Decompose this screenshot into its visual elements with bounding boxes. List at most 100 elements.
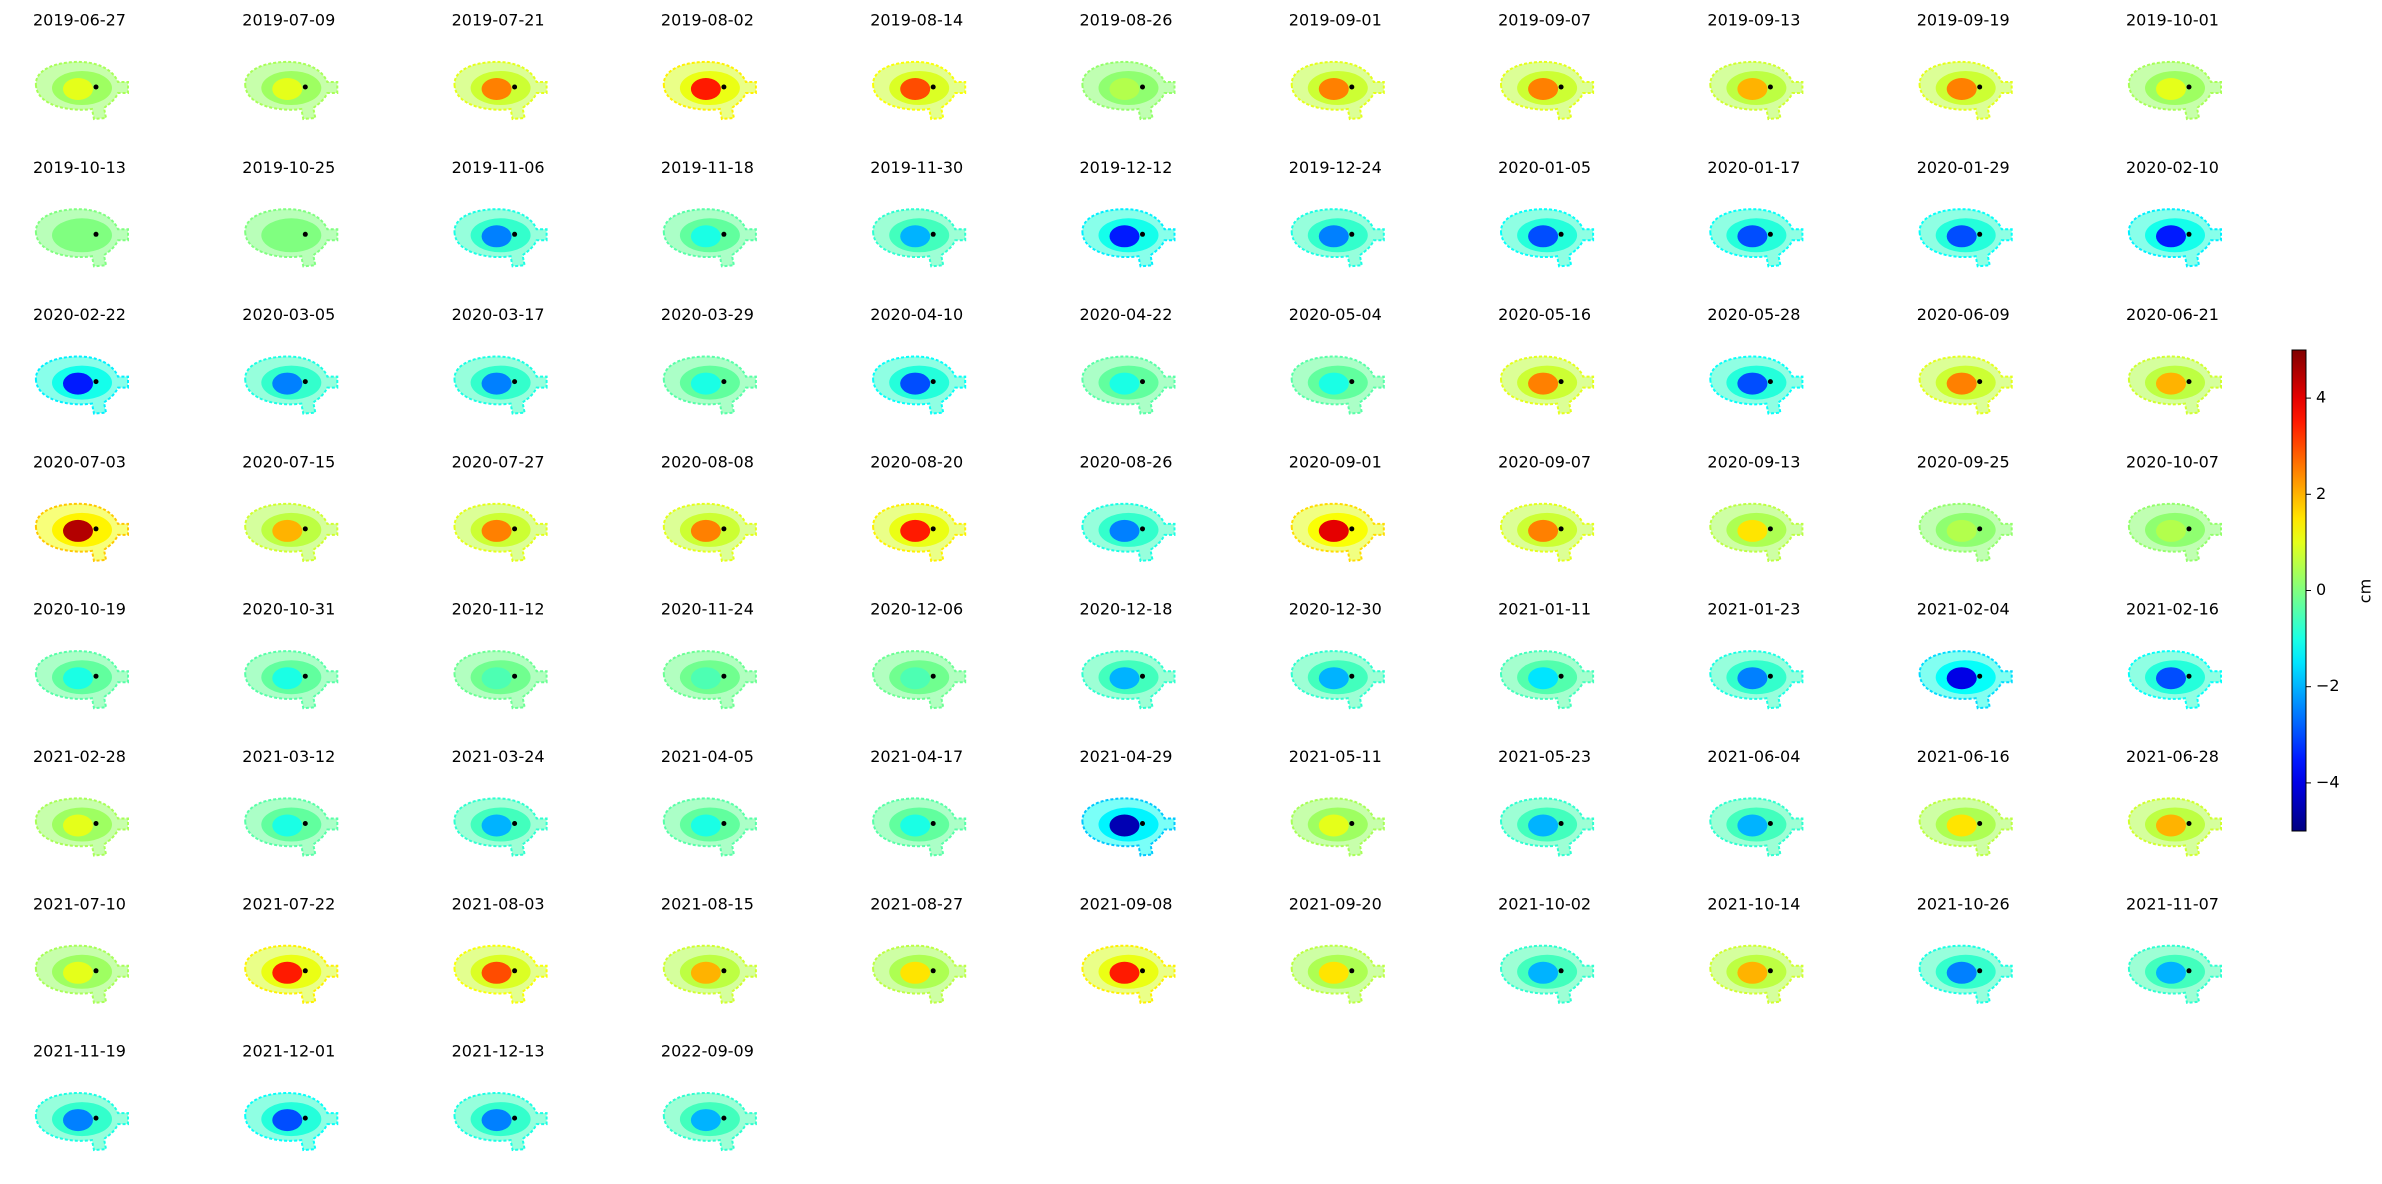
panel-date: 2021-07-10 (33, 894, 126, 913)
panel-date: 2020-01-17 (1707, 158, 1800, 177)
panel-date: 2020-03-29 (661, 305, 754, 324)
station-dot (930, 968, 936, 974)
deformation-center (1946, 78, 1977, 100)
colorbar-tick-label: 4 (2316, 388, 2326, 407)
deformation-center (481, 372, 512, 395)
deformation-center (63, 814, 93, 837)
panel-date: 2020-01-29 (1917, 158, 2010, 177)
station-dot (1558, 821, 1564, 826)
panel-date: 2021-03-12 (242, 747, 335, 766)
panel-date: 2020-10-07 (2126, 452, 2219, 471)
panel-date: 2020-05-28 (1707, 305, 1800, 324)
deformation-center (900, 225, 931, 248)
panel-date: 2021-12-13 (452, 1042, 545, 1061)
deformation-map (1500, 650, 1595, 710)
deformation-center (1946, 814, 1977, 837)
station-dot (302, 673, 308, 679)
station-dot (1767, 821, 1773, 826)
station-dot (302, 821, 308, 826)
deformation-center (1946, 372, 1977, 395)
deformation-map (244, 208, 339, 268)
panel-date: 2021-02-28 (33, 747, 126, 766)
deformation-center (2156, 519, 2186, 542)
deformation-map (34, 355, 129, 415)
deformation-center (690, 667, 721, 690)
panel-date: 2019-07-09 (242, 11, 335, 30)
deformation-map (1918, 355, 2013, 415)
deformation-map (244, 797, 339, 857)
station-dot (1977, 968, 1983, 974)
station-dot (721, 968, 727, 974)
colorbar-tick-label: −4 (2316, 772, 2340, 791)
deformation-center (2156, 225, 2186, 248)
station-dot (1349, 379, 1355, 385)
panel-date: 2020-04-10 (870, 305, 963, 324)
station-dot (721, 526, 727, 532)
station-dot (93, 673, 99, 679)
deformation-center (690, 78, 721, 100)
station-dot (512, 821, 518, 826)
deformation-center (1737, 78, 1768, 100)
panel-date: 2020-09-01 (1289, 452, 1382, 471)
panel-date: 2020-10-19 (33, 600, 126, 619)
deformation-map (1081, 208, 1176, 268)
deformation-center (272, 961, 303, 984)
panel-date: 2021-10-26 (1917, 894, 2010, 913)
colorbar-tick-label: 0 (2316, 580, 2326, 599)
deformation-center (900, 814, 931, 837)
panel-date: 2019-06-27 (33, 11, 126, 30)
panel-date: 2019-09-19 (1917, 11, 2010, 30)
station-dot (302, 526, 308, 532)
deformation-center (63, 78, 93, 100)
panel-date: 2021-10-14 (1707, 894, 1800, 913)
station-dot (2186, 821, 2192, 826)
deformation-center (481, 225, 512, 248)
deformation-map (34, 502, 129, 562)
panel-date: 2021-01-23 (1707, 600, 1800, 619)
colorbar-tick-label: 2 (2316, 484, 2326, 503)
panel-date: 2020-11-24 (661, 600, 754, 619)
deformation-center (1318, 519, 1349, 542)
deformation-center (481, 519, 512, 542)
deformation-center (1737, 372, 1768, 395)
station-dot (1349, 968, 1355, 974)
deformation-center (1318, 78, 1349, 100)
station-dot (302, 231, 308, 237)
station-dot (1767, 84, 1773, 90)
station-dot (1767, 968, 1773, 974)
panel-date: 2019-10-25 (242, 158, 335, 177)
deformation-map (872, 208, 967, 268)
deformation-map (1290, 797, 1385, 857)
panel-date: 2019-12-12 (1080, 158, 1173, 177)
station-dot (1767, 673, 1773, 679)
station-dot (302, 379, 308, 385)
panel-date: 2019-11-18 (661, 158, 754, 177)
deformation-center (272, 372, 303, 395)
station-dot (721, 1115, 727, 1121)
deformation-map (1918, 208, 2013, 268)
deformation-map (1709, 208, 1804, 268)
deformation-center (481, 961, 512, 984)
deformation-center (1318, 961, 1349, 984)
deformation-map (2127, 355, 2222, 415)
station-dot (512, 231, 518, 237)
station-dot (930, 673, 936, 679)
deformation-map (1290, 208, 1385, 268)
deformation-center (1109, 519, 1140, 542)
deformation-map (453, 944, 548, 1004)
deformation-center (1318, 814, 1349, 837)
panel-date: 2020-04-22 (1080, 305, 1173, 324)
deformation-center (272, 1109, 303, 1132)
station-dot (2186, 231, 2192, 237)
panel-date: 2021-11-07 (2126, 894, 2219, 913)
station-dot (93, 968, 99, 974)
panel-date: 2019-08-26 (1080, 11, 1173, 30)
deformation-map (1500, 944, 1595, 1004)
panel-date: 2019-11-06 (452, 158, 545, 177)
deformation-map (1081, 797, 1176, 857)
colorbar-tick-label: −2 (2316, 676, 2340, 695)
panel-date: 2019-08-14 (870, 11, 963, 30)
panel-date: 2020-08-26 (1080, 452, 1173, 471)
deformation-center (1528, 225, 1559, 248)
deformation-map (662, 355, 757, 415)
